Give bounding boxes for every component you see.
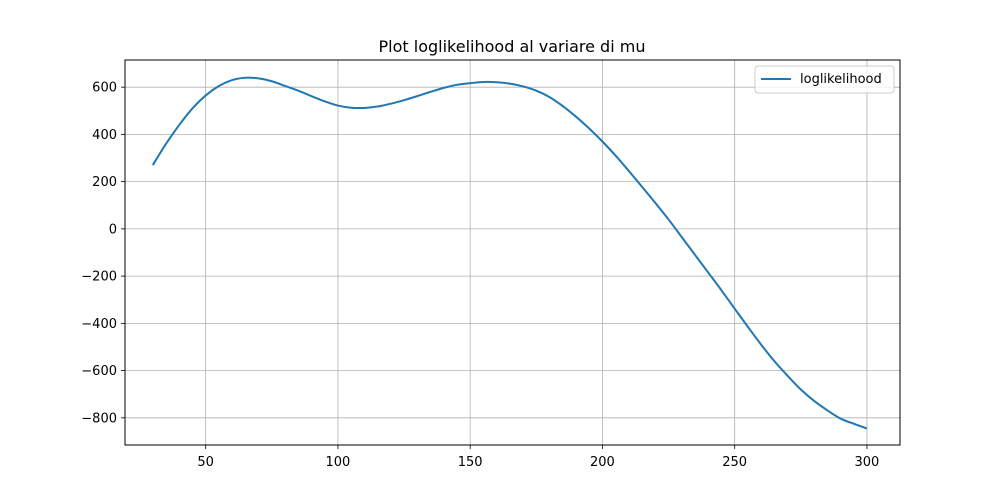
data-point bbox=[496, 81, 498, 83]
data-point bbox=[443, 87, 445, 89]
chart-title: Plot loglikelihood al variare di mu bbox=[379, 37, 646, 56]
data-point bbox=[430, 91, 432, 93]
data-point bbox=[152, 164, 154, 166]
data-point bbox=[350, 107, 352, 109]
legend: loglikelihood bbox=[754, 65, 895, 94]
data-point bbox=[853, 423, 855, 425]
data-point bbox=[654, 202, 656, 204]
y-tick-label: 400 bbox=[92, 128, 117, 143]
data-point bbox=[205, 95, 207, 97]
data-point bbox=[231, 79, 233, 81]
data-point bbox=[800, 389, 802, 391]
data-point bbox=[628, 170, 630, 172]
data-point bbox=[602, 141, 604, 143]
data-point bbox=[813, 400, 815, 402]
x-tick-label: 50 bbox=[197, 455, 214, 470]
data-point bbox=[641, 186, 643, 188]
data-point bbox=[178, 124, 180, 126]
y-tick-label: −400 bbox=[81, 317, 117, 332]
data-point bbox=[337, 105, 339, 107]
x-tick-label: 250 bbox=[722, 455, 747, 470]
x-tick-label: 200 bbox=[590, 455, 615, 470]
y-tick-label: 200 bbox=[92, 175, 117, 190]
data-point bbox=[390, 103, 392, 105]
data-point bbox=[681, 236, 683, 238]
data-point bbox=[747, 326, 749, 328]
series-layer bbox=[151, 76, 868, 430]
y-tick-label: −600 bbox=[81, 364, 117, 379]
data-point bbox=[416, 95, 418, 97]
data-point bbox=[588, 128, 590, 130]
data-point bbox=[522, 86, 524, 88]
data-point bbox=[840, 418, 842, 420]
data-point bbox=[271, 80, 273, 82]
data-point bbox=[311, 95, 313, 97]
y-tick-label: 0 bbox=[109, 222, 117, 237]
data-point bbox=[284, 85, 286, 87]
x-axis: 50 100 150 200 250 300 bbox=[197, 445, 879, 470]
data-point bbox=[549, 96, 551, 98]
y-tick-label: −800 bbox=[81, 411, 117, 426]
data-point bbox=[258, 78, 260, 80]
data-point bbox=[575, 116, 577, 118]
data-point bbox=[615, 155, 617, 157]
data-point bbox=[562, 105, 564, 107]
data-point bbox=[324, 100, 326, 102]
data-point bbox=[760, 344, 762, 346]
x-tick-label: 150 bbox=[458, 455, 483, 470]
y-tick-label: −200 bbox=[81, 270, 117, 285]
data-point bbox=[469, 82, 471, 84]
data-point bbox=[694, 254, 696, 256]
data-point bbox=[297, 90, 299, 92]
data-point bbox=[456, 84, 458, 86]
legend-label: loglikelihood bbox=[800, 72, 882, 87]
data-point bbox=[165, 143, 167, 145]
data-point bbox=[535, 90, 537, 92]
x-tick-label: 300 bbox=[855, 455, 880, 470]
data-point bbox=[773, 360, 775, 362]
x-tick-label: 100 bbox=[326, 455, 351, 470]
data-point bbox=[734, 308, 736, 310]
data-point bbox=[363, 107, 365, 109]
data-point bbox=[787, 375, 789, 377]
data-point bbox=[826, 409, 828, 411]
data-point bbox=[483, 81, 485, 83]
data-point bbox=[866, 428, 868, 430]
data-point bbox=[192, 108, 194, 110]
data-point bbox=[707, 272, 709, 274]
legend-box bbox=[754, 65, 895, 94]
grid-lines bbox=[125, 60, 900, 445]
data-point bbox=[218, 85, 220, 87]
y-axis: −800 −600 −400 −200 0 200 400 600 bbox=[81, 81, 125, 426]
data-point bbox=[403, 99, 405, 101]
data-point bbox=[721, 289, 723, 291]
plot-frame bbox=[124, 59, 901, 446]
y-tick-label: 600 bbox=[92, 81, 117, 96]
data-point bbox=[668, 219, 670, 221]
data-point bbox=[244, 77, 246, 79]
data-point bbox=[377, 106, 379, 108]
data-point bbox=[509, 83, 511, 85]
series-line-loglikelihood bbox=[151, 76, 868, 430]
